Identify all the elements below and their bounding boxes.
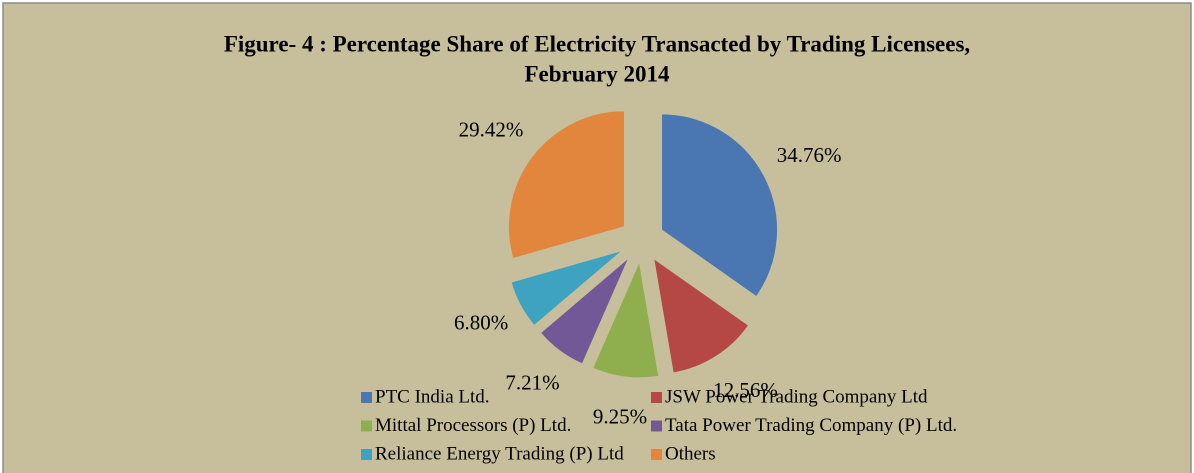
- legend-label: Tata Power Trading Company (P) Ltd.: [665, 415, 957, 436]
- pie-slice: [539, 257, 630, 365]
- pie-slice: [510, 249, 623, 327]
- legend-label: JSW Power Trading Company Ltd: [665, 386, 928, 407]
- legend-swatch: [361, 392, 372, 403]
- legend-label: Reliance Energy Trading (P) Ltd: [375, 443, 624, 464]
- pie-slice: [661, 113, 779, 298]
- data-label: 34.76%: [777, 143, 842, 167]
- data-label: 6.80%: [454, 311, 508, 335]
- data-label: 12.56%: [713, 378, 778, 402]
- chart-subtitle: February 2014: [524, 61, 670, 86]
- data-label: 29.42%: [459, 117, 524, 141]
- legend-swatch: [651, 420, 662, 432]
- data-label: 7.21%: [505, 370, 559, 394]
- legend-swatch: [651, 392, 662, 403]
- legend-label: Others: [665, 443, 716, 464]
- legend-label: Mittal Processors (P) Ltd.: [375, 415, 571, 436]
- pie-slice: [507, 110, 625, 260]
- legend-label: PTC India Ltd.: [375, 386, 490, 407]
- data-label: 9.25%: [593, 404, 647, 428]
- pie-slice: [653, 257, 750, 374]
- legend-swatch: [361, 420, 372, 432]
- legend-swatch: [361, 449, 372, 460]
- pie-slice: [592, 260, 660, 379]
- legend-swatch: [651, 449, 662, 460]
- chart-title: Figure- 4 : Percentage Share of Electric…: [224, 31, 970, 56]
